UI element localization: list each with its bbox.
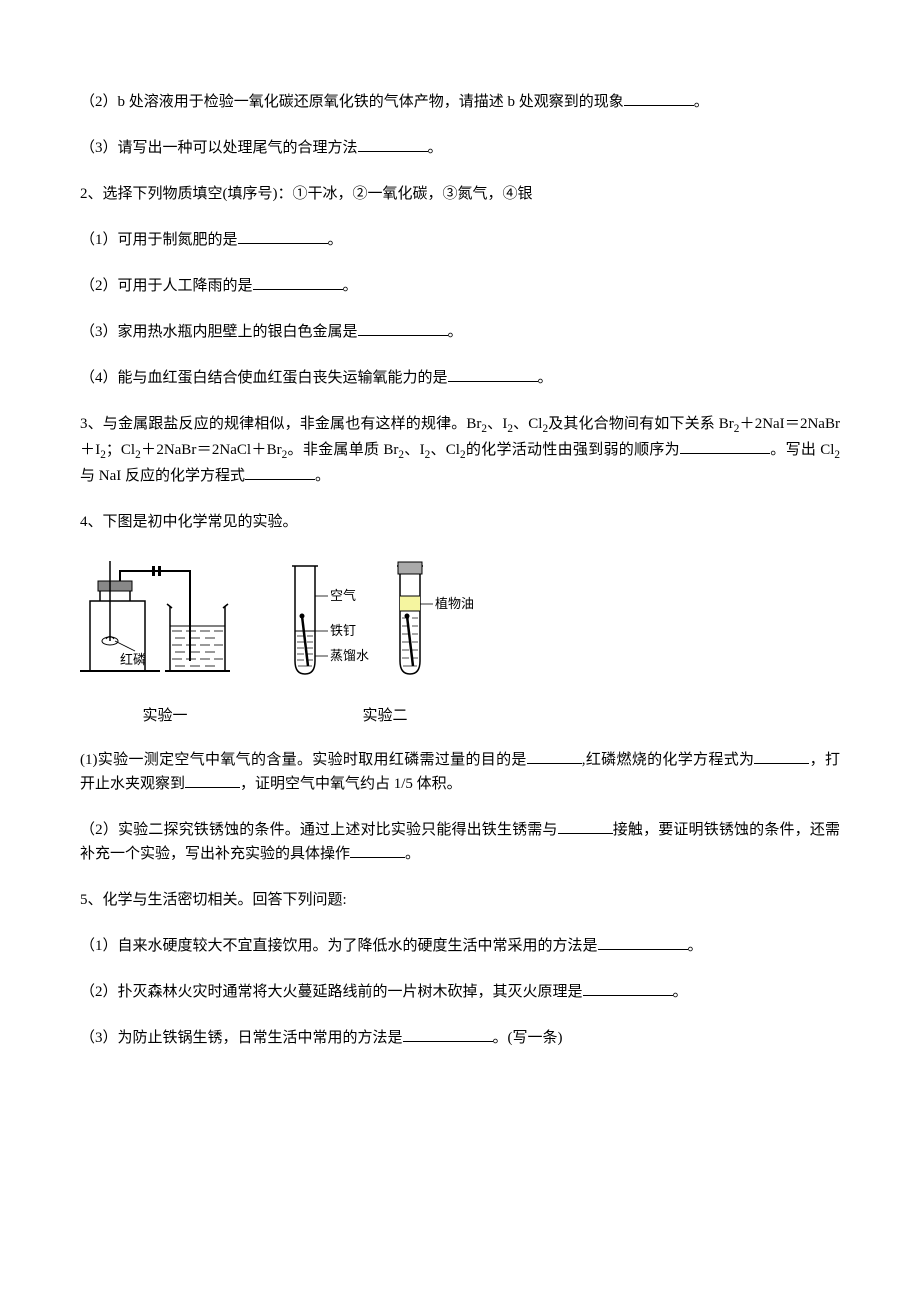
q2-2-end: 。 bbox=[343, 278, 358, 294]
experiment-1-diagram: 红磷 bbox=[80, 556, 250, 696]
q2-intro-text: 2、选择下列物质填空(填序号)：①干冰，②一氧化碳，③氮气，④银 bbox=[80, 186, 533, 202]
q5-2-end: 。 bbox=[673, 984, 688, 1000]
q5-3-text: （3）为防止铁锅生锈，日常生活中常用的方法是 bbox=[80, 1030, 403, 1046]
blank bbox=[238, 229, 328, 244]
q5-1-text: （1）自来水硬度较大不宜直接饮用。为了降低水的硬度生活中常采用的方法是 bbox=[80, 938, 598, 954]
q3-p12: 。写出 Cl bbox=[770, 442, 834, 458]
q5-2-text: （2）扑灭森林火灾时通常将大火蔓延路线前的一片树木砍掉，其灭火原理是 bbox=[80, 984, 583, 1000]
question-5-intro: 5、化学与生活密切相关。回答下列问题: bbox=[80, 888, 840, 912]
q4-2-end: 。 bbox=[405, 846, 420, 862]
blank bbox=[358, 137, 428, 152]
subscript: 2 bbox=[834, 449, 840, 461]
question-2-1: （1）可用于制氮肥的是 。 bbox=[80, 228, 840, 252]
distilled-water-label: 蒸馏水 bbox=[330, 648, 369, 663]
experiment-2-diagram: 空气 铁钉 蒸馏水 bbox=[280, 556, 490, 696]
question-1-3: （3）请写出一种可以处理尾气的合理方法 。 bbox=[80, 136, 840, 160]
q4-intro-text: 4、下图是初中化学常见的实验。 bbox=[80, 514, 298, 530]
q2-1-end: 。 bbox=[328, 232, 343, 248]
q3-p13: 与 NaI 反应的化学方程式 bbox=[80, 468, 245, 484]
blank bbox=[527, 749, 582, 764]
experiment-1-label: 实验一 bbox=[142, 704, 187, 728]
q3-p11: 的化学活动性由强到弱的顺序为 bbox=[466, 442, 680, 458]
experiment-2-block: 空气 铁钉 蒸馏水 bbox=[280, 556, 490, 728]
air-label: 空气 bbox=[330, 588, 356, 603]
q2-3-text: （3）家用热水瓶内胆壁上的银白色金属是 bbox=[80, 324, 358, 340]
q3-p3: 、Cl bbox=[513, 416, 542, 432]
blank bbox=[253, 275, 343, 290]
question-2-3: （3）家用热水瓶内胆壁上的银白色金属是 。 bbox=[80, 320, 840, 344]
q3-p1: 3、与金属跟盐反应的规律相似，非金属也有这样的规律。Br bbox=[80, 416, 481, 432]
q4-1b-text: ,红磷燃烧的化学方程式为 bbox=[582, 752, 755, 768]
blank bbox=[245, 465, 315, 480]
q4-1d-text: ，证明空气中氧气约占 1/5 体积。 bbox=[240, 776, 462, 792]
q2-1-text: （1）可用于制氮肥的是 bbox=[80, 232, 238, 248]
q1-2-text: （2）b 处溶液用于检验一氧化碳还原氧化铁的气体产物，请描述 b 处观察到的现象 bbox=[80, 94, 624, 110]
q4-1a-text: (1)实验一测定空气中氧气的含量。实验时取用红磷需过量的目的是 bbox=[80, 752, 527, 768]
question-2-4: （4）能与血红蛋白结合使血红蛋白丧失运输氧能力的是 。 bbox=[80, 366, 840, 390]
q1-3-end: 。 bbox=[428, 140, 443, 156]
blank bbox=[448, 367, 538, 382]
blank bbox=[558, 819, 613, 834]
question-2-intro: 2、选择下列物质填空(填序号)：①干冰，②一氧化碳，③氮气，④银 bbox=[80, 182, 840, 206]
q2-4-text: （4）能与血红蛋白结合使血红蛋白丧失运输氧能力的是 bbox=[80, 370, 448, 386]
q3-p2: 、I bbox=[487, 416, 507, 432]
diagram-container: 红磷 bbox=[80, 556, 840, 728]
q2-3-end: 。 bbox=[448, 324, 463, 340]
question-4-2: （2）实验二探究铁锈蚀的条件。通过上述对比实验只能得出铁生锈需与接触，要证明铁锈… bbox=[80, 818, 840, 866]
blank bbox=[624, 91, 694, 106]
q3-p7: ＋2NaBr＝2NaCl＋Br bbox=[141, 442, 282, 458]
q4-2a-text: （2）实验二探究铁锈蚀的条件。通过上述对比实验只能得出铁生锈需与 bbox=[80, 822, 558, 838]
red-phosphorus-label: 红磷 bbox=[120, 652, 146, 667]
blank bbox=[350, 843, 405, 858]
question-5-1: （1）自来水硬度较大不宜直接饮用。为了降低水的硬度生活中常采用的方法是 。 bbox=[80, 934, 840, 958]
q1-2-end: 。 bbox=[694, 94, 709, 110]
blank bbox=[583, 981, 673, 996]
q5-3-end: 。(写一条) bbox=[493, 1030, 563, 1046]
q3-p8: 。非金属单质 Br bbox=[287, 442, 398, 458]
blank bbox=[185, 773, 240, 788]
question-1-2: （2）b 处溶液用于检验一氧化碳还原氧化铁的气体产物，请描述 b 处观察到的现象… bbox=[80, 90, 840, 114]
q5-1-end: 。 bbox=[688, 938, 703, 954]
blank bbox=[754, 749, 809, 764]
q5-intro-text: 5、化学与生活密切相关。回答下列问题: bbox=[80, 892, 347, 908]
q2-4-end: 。 bbox=[538, 370, 553, 386]
experiment-2-label: 实验二 bbox=[362, 704, 407, 728]
question-2-2: （2）可用于人工降雨的是 。 bbox=[80, 274, 840, 298]
blank bbox=[358, 321, 448, 336]
q3-p4: 及其化合物间有如下关系 Br bbox=[548, 416, 734, 432]
q3-p10: 、Cl bbox=[430, 442, 460, 458]
question-5-3: （3）为防止铁锅生锈，日常生活中常用的方法是 。(写一条) bbox=[80, 1026, 840, 1050]
q3-p6: ；Cl bbox=[106, 442, 135, 458]
q2-2-text: （2）可用于人工降雨的是 bbox=[80, 278, 253, 294]
vegetable-oil-label: 植物油 bbox=[435, 596, 474, 611]
question-5-2: （2）扑灭森林火灾时通常将大火蔓延路线前的一片树木砍掉，其灭火原理是 。 bbox=[80, 980, 840, 1004]
question-4-intro: 4、下图是初中化学常见的实验。 bbox=[80, 510, 840, 534]
q3-p9: 、I bbox=[404, 442, 425, 458]
experiment-1-block: 红磷 bbox=[80, 556, 250, 728]
blank bbox=[598, 935, 688, 950]
question-3: 3、与金属跟盐反应的规律相似，非金属也有这样的规律。Br2、I2、Cl2及其化合… bbox=[80, 412, 840, 488]
q1-3-text: （3）请写出一种可以处理尾气的合理方法 bbox=[80, 140, 358, 156]
blank bbox=[403, 1027, 493, 1042]
blank bbox=[680, 439, 770, 454]
q3-end: 。 bbox=[315, 468, 330, 484]
iron-nail-label: 铁钉 bbox=[330, 623, 356, 638]
question-4-1: (1)实验一测定空气中氧气的含量。实验时取用红磷需过量的目的是 ,红磷燃烧的化学方… bbox=[80, 748, 840, 796]
